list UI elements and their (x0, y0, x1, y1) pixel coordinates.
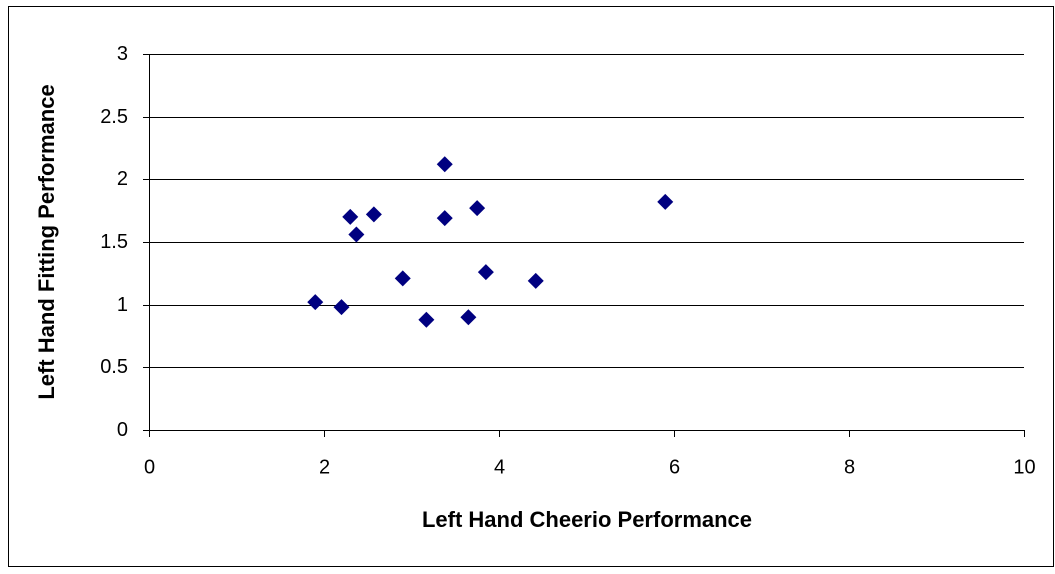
x-axis-title: Left Hand Cheerio Performance (422, 507, 752, 532)
x-tick-label: 0 (144, 456, 155, 478)
x-tick-label: 6 (669, 456, 680, 478)
y-tick-label: 2.5 (100, 106, 128, 128)
y-tick-label: 1.5 (100, 231, 128, 253)
x-tick-label: 8 (844, 456, 855, 478)
point (394, 270, 411, 287)
point (307, 294, 324, 311)
point (477, 264, 494, 281)
x-tick-label: 2 (319, 456, 330, 478)
y-axis-title: Left Hand Fitting Performance (34, 84, 59, 399)
x-tick-label: 4 (494, 456, 505, 478)
point (348, 226, 365, 243)
point (333, 299, 350, 316)
point (342, 208, 359, 225)
point (527, 272, 544, 289)
y-tick-label: 0 (117, 419, 128, 441)
y-tick-label: 2 (117, 168, 128, 190)
y-tick-label: 1 (117, 294, 128, 316)
point (365, 206, 382, 223)
point (436, 156, 453, 173)
point (469, 200, 486, 217)
y-tick-label: 3 (117, 43, 128, 65)
point (657, 193, 674, 210)
point (436, 210, 453, 227)
point (418, 311, 435, 328)
point (460, 309, 477, 326)
y-tick-label: 0.5 (100, 356, 128, 378)
chart-border (8, 6, 1054, 567)
x-tick-label: 10 (1013, 456, 1035, 478)
